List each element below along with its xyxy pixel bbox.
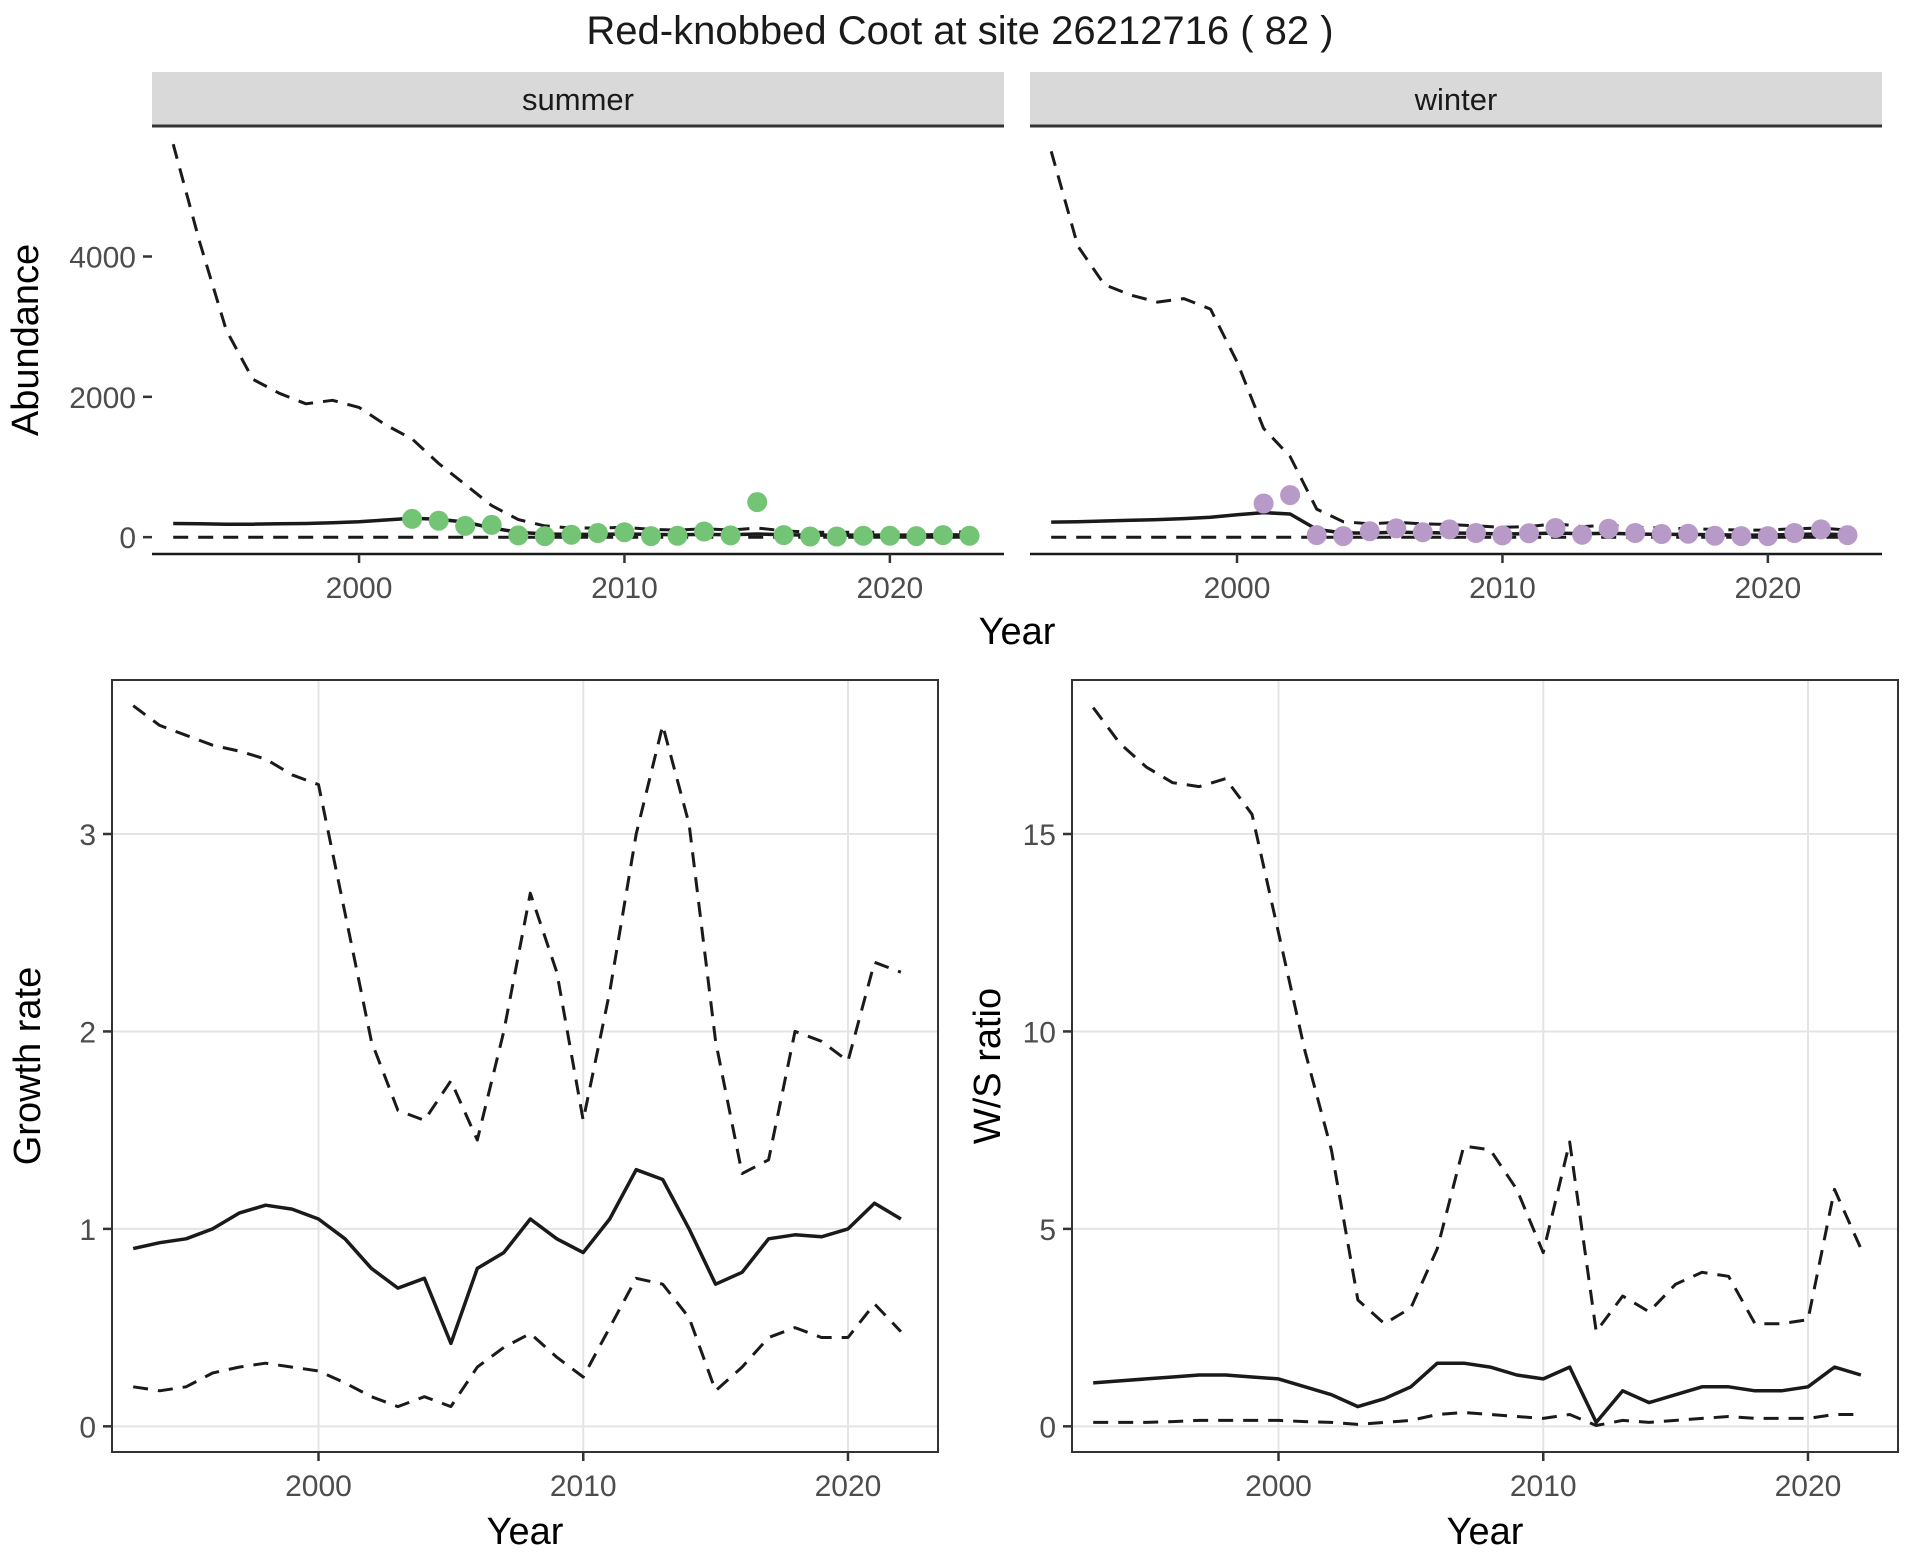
- x-tick-label: 2020: [1734, 572, 1801, 605]
- growth_rate-upper_ci-line: [132, 704, 902, 1176]
- growth_rate-x-axis-title: Year: [487, 1511, 564, 1553]
- summer-observation-point: [428, 510, 449, 531]
- winter-observation-point: [1731, 526, 1752, 547]
- x-tick-label: 2010: [591, 572, 658, 605]
- summer-observation-point: [773, 525, 794, 546]
- winter-observation-point: [1811, 519, 1831, 540]
- summer-observation-point: [826, 526, 847, 547]
- summer-observation-point: [959, 525, 980, 546]
- winter-observation-point: [1704, 525, 1725, 546]
- summer-observation-point: [667, 525, 688, 546]
- summer-observation-point: [481, 514, 502, 535]
- summer-observation-point: [853, 525, 874, 546]
- facet-strip-summer: [152, 72, 1004, 126]
- y-tick-label: 15: [1023, 819, 1056, 852]
- ws_ratio-lower_ci-line: [1093, 1411, 1861, 1427]
- y-tick-label: 4000: [69, 242, 136, 275]
- x-tick-label: 2010: [550, 1470, 617, 1503]
- y-tick-label: 5: [1039, 1214, 1056, 1247]
- winter-observation-point: [1757, 526, 1778, 547]
- summer-observation-point: [933, 525, 953, 546]
- y-tick-label: 0: [79, 1411, 96, 1444]
- summer-observation-point: [508, 525, 529, 546]
- y-tick-label: 2: [79, 1016, 96, 1049]
- summer-observation-point: [402, 508, 423, 529]
- ws_ratio-x-axis-title: Year: [1447, 1511, 1524, 1553]
- x-tick-label: 2000: [285, 1470, 352, 1503]
- winter-observation-point: [1465, 523, 1486, 543]
- y-tick-label: 1: [79, 1214, 96, 1247]
- ws_ratio-upper_ci-line: [1091, 706, 1863, 1334]
- summer-observation-point: [906, 526, 927, 547]
- y-tick-label: 2000: [69, 382, 136, 415]
- winter-observation-point: [1625, 523, 1646, 543]
- growth_rate-lower_ci-line: [132, 1276, 902, 1409]
- winter-observation-point: [1545, 518, 1566, 538]
- winter-observation-point: [1253, 493, 1274, 514]
- summer-observation-point: [720, 525, 741, 546]
- summer-observation-point: [614, 522, 635, 543]
- panel-border: [111, 679, 939, 1453]
- abundance-faceted-chart: summer 2000 2010 2020 0 2000 4000 winter 2000 201…: [5, 72, 1882, 652]
- winter-observation-point: [1439, 519, 1460, 540]
- winter-observation-point: [1386, 518, 1407, 539]
- x-tick-label: 2010: [1510, 1470, 1577, 1503]
- x-tick-label: 2000: [1204, 572, 1271, 605]
- winter-observation-point: [1598, 518, 1619, 539]
- x-tick-label: 2020: [815, 1470, 882, 1503]
- y-tick-label: 0: [119, 522, 136, 555]
- abundance-x-axis-title: Year: [979, 611, 1056, 652]
- winter-observation-point: [1519, 523, 1539, 544]
- winter-observation-point: [1333, 526, 1354, 547]
- x-tick-label: 2020: [1775, 1470, 1842, 1503]
- winter-observation-point: [1784, 523, 1805, 543]
- summer-observation-point: [694, 521, 715, 542]
- x-tick-label: 2020: [856, 572, 923, 605]
- winter-observation-point: [1412, 522, 1433, 543]
- winter-observation-point: [1280, 485, 1301, 506]
- summer-observation-point: [455, 515, 476, 536]
- abundance-y-axis-title: Abundance: [5, 244, 47, 436]
- growth-rate-chart: 2000 2010 2020 0 1 2 3 Growth rate Year: [7, 679, 939, 1553]
- ws_ratio-estimate-line: [1093, 1361, 1862, 1425]
- y-tick-label: 10: [1023, 1016, 1056, 1049]
- y-tick-label: 0: [1039, 1411, 1056, 1444]
- growth_rate-y-axis-title: Growth rate: [7, 967, 49, 1166]
- x-tick-label: 2010: [1469, 572, 1536, 605]
- winter-observation-point: [1492, 525, 1513, 546]
- winter-observation-point: [1572, 524, 1593, 545]
- winter-observation-point: [1651, 524, 1672, 544]
- x-tick-label: 2000: [326, 572, 393, 605]
- summer-observation-point: [879, 525, 900, 546]
- y-tick-label: 3: [79, 819, 96, 852]
- ws_ratio-y-axis-title: W/S ratio: [967, 988, 1009, 1144]
- figure-title: Red-knobbed Coot at site 26212716 ( 82 ): [586, 8, 1334, 53]
- winter-upper_ci-line: [1049, 150, 1848, 532]
- facet-strip-winter: [1030, 72, 1882, 126]
- bottom-chart-row: 2000 2010 2020 0 1 2 3 Growth rate Year 2000 2010…: [0, 652, 1920, 1560]
- winter-observation-point: [1837, 525, 1858, 546]
- winter-observation-point: [1359, 521, 1380, 542]
- panel-border: [1071, 679, 1899, 1453]
- x-tick-label: 2000: [1245, 1470, 1312, 1503]
- ws-ratio-chart: 2000 2010 2020 0 5 10 15 W/S ratio Year: [967, 679, 1899, 1553]
- summer-observation-point: [747, 492, 768, 513]
- winter-observation-point: [1306, 525, 1327, 546]
- growth_rate-estimate-line: [132, 1167, 902, 1346]
- summer-observation-point: [534, 526, 555, 547]
- summer-observation-point: [641, 526, 661, 547]
- summer-upper_ci-line: [171, 143, 970, 534]
- summer-observation-point: [561, 524, 582, 545]
- summer-observation-point: [800, 526, 821, 547]
- facet-strip-label-winter: winter: [1414, 82, 1498, 117]
- facet-strip-label-summer: summer: [522, 82, 634, 117]
- summer-observation-point: [587, 523, 608, 543]
- winter-observation-point: [1678, 523, 1699, 544]
